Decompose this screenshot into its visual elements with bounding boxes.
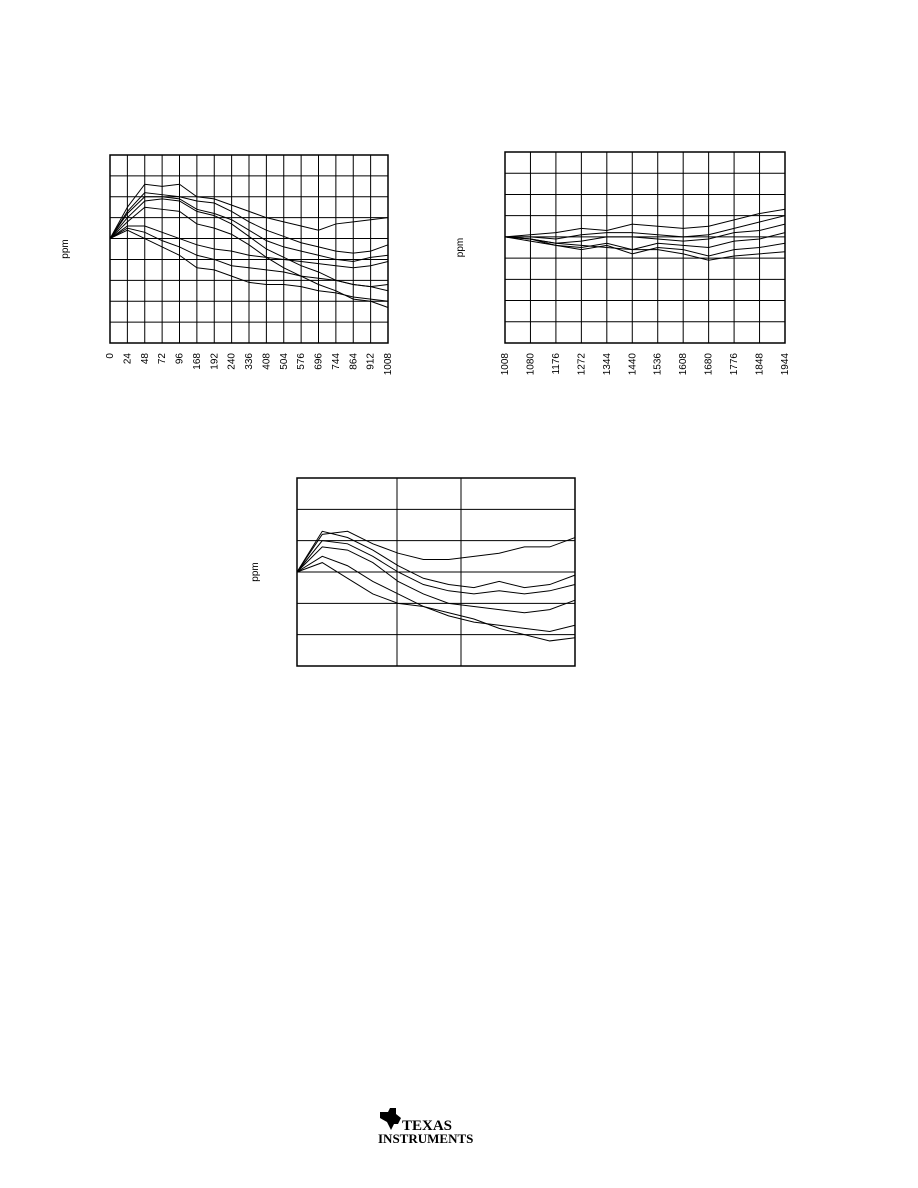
data-line — [109, 229, 389, 302]
data-line — [109, 183, 389, 239]
x-tick-label: 336 — [244, 353, 255, 370]
x-tick-label: 192 — [209, 353, 220, 370]
chart: 1008 1080 1176 1272 1344 1440 1536 1608 1680 1776… — [455, 151, 791, 376]
logo-mark — [380, 1108, 401, 1130]
data-line — [504, 208, 786, 238]
x-tick-label: 1536 — [653, 353, 664, 376]
x-tick-label: 0 — [105, 353, 116, 359]
plot-frame — [504, 151, 786, 344]
data-line — [296, 555, 576, 633]
x-tick-label: 1008 — [383, 353, 394, 376]
y-axis-label: ppm — [455, 238, 466, 257]
x-tick-label: 1440 — [627, 353, 638, 376]
y-axis-label: ppm — [250, 562, 261, 581]
data-line — [504, 236, 786, 261]
data-line — [296, 530, 576, 573]
x-tick-label: 744 — [331, 353, 342, 370]
x-tick-label: 1272 — [576, 353, 587, 376]
data-line — [109, 225, 389, 269]
data-line — [296, 540, 576, 595]
data-line — [109, 196, 389, 263]
x-tick-label: 1008 — [500, 353, 511, 376]
data-line — [296, 546, 576, 614]
x-tick-label: 912 — [366, 353, 377, 370]
x-tick-label: 240 — [227, 353, 238, 370]
data-line — [296, 562, 576, 642]
x-tick-label: 1848 — [755, 353, 766, 376]
x-tick-label: 72 — [157, 353, 168, 365]
x-tick-label: 48 — [140, 353, 151, 365]
y-axis-label: ppm — [60, 239, 71, 258]
plot-frame — [109, 154, 389, 344]
data-line — [109, 227, 389, 288]
x-tick-label: 1080 — [525, 353, 536, 376]
x-tick-label: 1344 — [602, 353, 613, 376]
x-tick-label: 1608 — [678, 353, 689, 376]
chart: ppm — [250, 477, 576, 667]
data-line — [296, 530, 576, 589]
x-tick-label: 96 — [175, 353, 186, 365]
chart: 0 24 48 72 96 168 192 240 336 408 504 576 696 744 864 9… — [60, 154, 394, 376]
data-line — [504, 236, 786, 257]
x-tick-label: 1776 — [729, 353, 740, 376]
x-tick-label: 504 — [279, 353, 290, 370]
logo-text: INSTRUMENTS — [378, 1131, 473, 1146]
x-tick-label: 864 — [348, 353, 359, 370]
data-line — [109, 192, 389, 254]
x-tick-label: 576 — [296, 353, 307, 370]
x-tick-label: 1680 — [704, 353, 715, 376]
ti-logo: TEXAS INSTRUMENTS — [378, 1108, 473, 1146]
data-line — [109, 206, 389, 308]
x-tick-label: 1176 — [551, 353, 562, 375]
x-tick-label: 408 — [261, 353, 272, 370]
logo-text: TEXAS — [402, 1118, 452, 1134]
x-tick-label: 696 — [314, 353, 325, 370]
data-line — [505, 215, 786, 240]
x-tick-label: 1944 — [780, 353, 791, 376]
x-tick-label: 24 — [122, 353, 133, 365]
data-line — [504, 232, 786, 251]
x-tick-label: 168 — [192, 353, 203, 370]
